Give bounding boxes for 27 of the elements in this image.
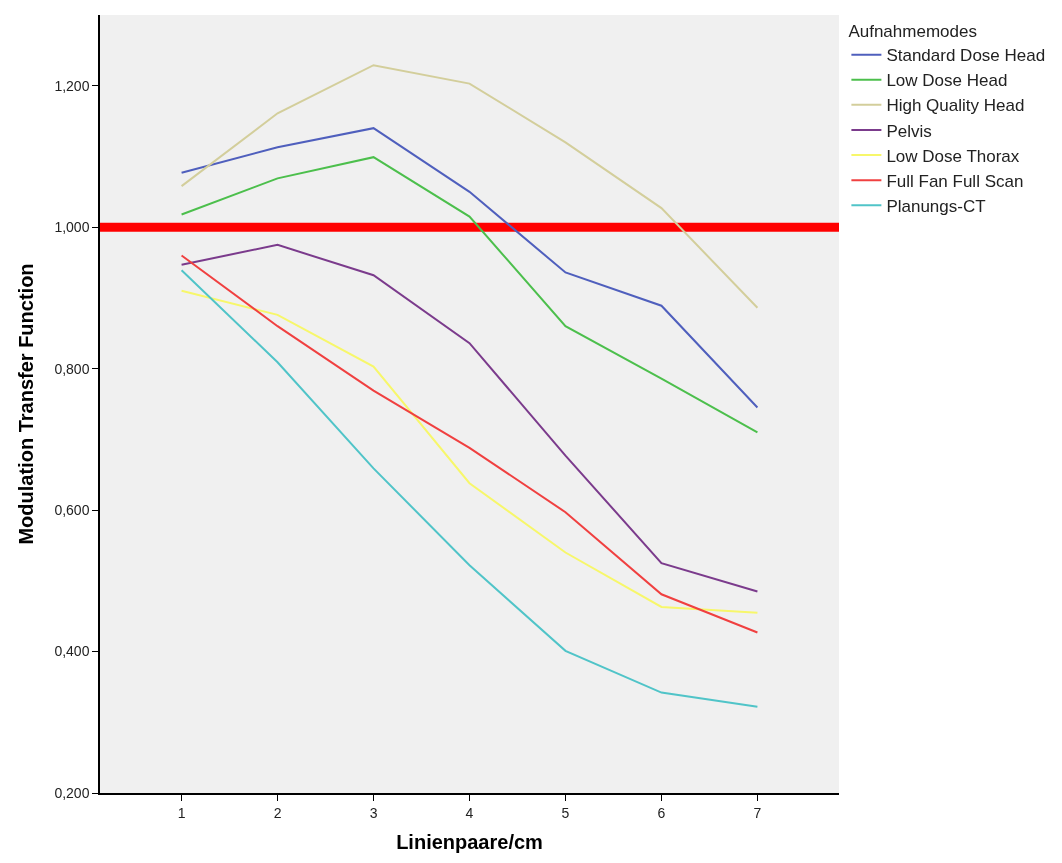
x-tick-label: 1 [177, 804, 186, 821]
y-axis-title: Modulation Transfer Function [15, 263, 38, 545]
legend-label: Full Fan Full Scan [886, 171, 1024, 191]
y-tick-label: 1,200 [54, 77, 90, 94]
legend-title: Aufnahmemodes [848, 22, 977, 42]
x-tick-label: 5 [561, 804, 570, 821]
line-series [180, 64, 759, 309]
y-tick-label: 0,800 [54, 360, 90, 377]
y-tick-label: 1,000 [54, 219, 90, 236]
legend-label: Pelvis [886, 121, 932, 141]
legend-label: Standard Dose Head [886, 46, 1046, 66]
legend-label: Low Dose Thorax [886, 146, 1020, 166]
x-tick-label: 2 [273, 804, 282, 821]
line-series [180, 156, 759, 434]
x-tick-label: 3 [369, 804, 378, 821]
legend-label: Planungs-CT [886, 196, 986, 216]
x-tick-label: 4 [465, 804, 474, 821]
x-tick-label: 7 [753, 804, 762, 821]
y-tick-label: 0,200 [54, 784, 90, 801]
y-tick-label: 0,400 [54, 643, 90, 660]
y-tick-label: 0,600 [54, 501, 90, 518]
line-series [180, 127, 759, 409]
x-tick-label: 6 [657, 804, 666, 821]
legend-label: Low Dose Head [886, 71, 1008, 91]
legend-label: High Quality Head [886, 96, 1025, 116]
x-axis-title: Linienpaare/cm [396, 830, 543, 853]
line-series [180, 269, 759, 708]
